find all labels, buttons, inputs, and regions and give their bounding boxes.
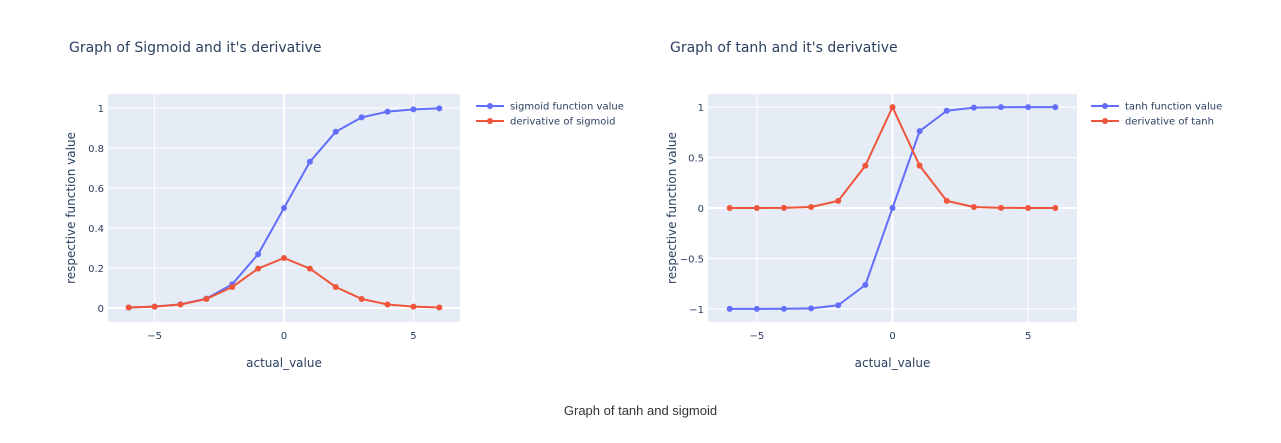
data-point (1025, 104, 1032, 111)
legend-label: derivative of tanh (1125, 117, 1214, 128)
data-point (436, 304, 443, 311)
x-axis-title: actual_value (855, 356, 931, 370)
data-point (998, 204, 1005, 211)
data-point (255, 251, 262, 258)
data-point (436, 105, 443, 112)
data-point (281, 205, 287, 211)
data-point (753, 305, 760, 312)
data-point (862, 162, 869, 169)
data-point (281, 255, 287, 261)
data-point (384, 301, 391, 308)
data-point (410, 303, 417, 310)
data-point (410, 106, 417, 113)
legend-label: derivative of sigmoid (510, 117, 616, 128)
data-point (835, 302, 842, 309)
y-axis-title: respective function value (665, 132, 679, 284)
data-point (808, 204, 815, 211)
data-point (229, 284, 236, 290)
legend-entry[interactable]: sigmoid function value (476, 102, 624, 113)
tanh-chart: −5 0 5 −1 −0.5 0 0.5 1 Graph of tanh and it's de… (665, 40, 1222, 370)
data-point (1052, 104, 1059, 111)
x-tick-label: 0 (281, 331, 287, 342)
data-point (916, 128, 923, 135)
data-point (889, 205, 896, 211)
data-point (835, 197, 842, 204)
y-tick-label: 0 (698, 204, 704, 215)
y-tick-label: 0.5 (688, 154, 704, 165)
data-point (203, 295, 210, 302)
data-point (306, 158, 313, 165)
data-point (726, 205, 733, 211)
data-point (862, 281, 869, 288)
data-point (255, 265, 262, 272)
x-tick-label: 5 (1025, 331, 1031, 342)
x-tick-label: −5 (749, 331, 764, 342)
data-point (916, 162, 923, 169)
data-point (943, 197, 950, 204)
x-tick-label: −5 (147, 331, 162, 342)
data-point (889, 104, 896, 111)
legend-entry[interactable]: derivative of sigmoid (476, 117, 616, 128)
data-point (384, 108, 391, 115)
y-tick-label: 0.2 (88, 264, 104, 275)
y-tick-label: 0.4 (88, 224, 104, 235)
data-point (808, 305, 815, 312)
x-tick-label: 0 (889, 331, 895, 342)
data-point (151, 303, 158, 310)
data-point (970, 204, 977, 211)
data-point (726, 305, 733, 312)
chart-title: Graph of Sigmoid and it's derivative (69, 40, 321, 56)
legend-swatch-marker (1102, 103, 1108, 109)
legend-swatch-marker (487, 103, 493, 109)
data-point (943, 107, 950, 114)
legend-label: tanh function value (1125, 102, 1222, 113)
y-tick-label: −0.5 (680, 254, 704, 265)
data-point (753, 204, 760, 211)
data-point (358, 114, 365, 121)
y-tick-label: 0.8 (88, 144, 104, 155)
data-point (332, 284, 339, 290)
y-tick-label: −1 (689, 305, 704, 316)
data-point (970, 104, 977, 111)
y-tick-label: 0 (98, 304, 104, 315)
figure-caption: Graph of tanh and sigmoid (563, 403, 718, 418)
sigmoid-chart: −5 0 5 0 0.2 0.4 0.6 0.8 1 Graph of Sigmoid and i… (64, 40, 624, 370)
legend-swatch-marker (1102, 118, 1108, 124)
data-point (125, 304, 132, 311)
x-axis-title: actual_value (246, 356, 322, 370)
data-point (1052, 205, 1059, 211)
data-point (358, 295, 365, 302)
y-tick-label: 0.6 (88, 184, 104, 195)
data-point (1025, 204, 1032, 211)
chart-title: Graph of tanh and it's derivative (670, 40, 898, 56)
data-point (177, 301, 184, 308)
legend-label: sigmoid function value (510, 102, 624, 113)
x-tick-label: 5 (410, 331, 416, 342)
y-tick-label: 1 (98, 104, 104, 115)
data-point (780, 204, 787, 211)
legend-entry[interactable]: derivative of tanh (1091, 117, 1214, 128)
legend-swatch-marker (487, 118, 493, 124)
legend-entry[interactable]: tanh function value (1091, 102, 1222, 113)
y-tick-label: 1 (698, 103, 704, 114)
data-point (998, 104, 1005, 111)
data-point (306, 265, 313, 272)
data-point (332, 128, 339, 135)
data-point (780, 305, 787, 312)
y-axis-title: respective function value (64, 132, 78, 284)
